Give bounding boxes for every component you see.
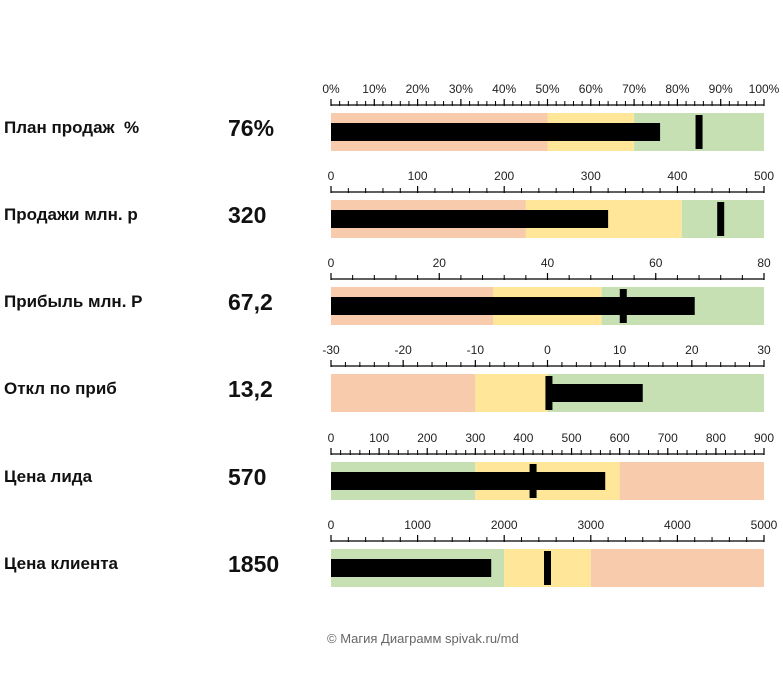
tick-label: 400 bbox=[513, 431, 533, 445]
tick-label: 20% bbox=[406, 82, 430, 96]
tick-label: 20 bbox=[685, 343, 699, 357]
tick-label: 1000 bbox=[404, 518, 431, 532]
tick-label: 60% bbox=[579, 82, 603, 96]
tick-label: 0 bbox=[328, 256, 335, 270]
tick-label: 40 bbox=[541, 256, 555, 270]
row-label: Откл по приб bbox=[4, 379, 117, 398]
value-bar bbox=[331, 123, 661, 141]
tick-label: 500 bbox=[562, 431, 582, 445]
row-label: Цена клиента bbox=[4, 554, 118, 573]
band-rect bbox=[475, 374, 548, 412]
tick-label: -30 bbox=[322, 343, 340, 357]
tick-label: 400 bbox=[667, 169, 687, 183]
tick-label: 500 bbox=[754, 169, 774, 183]
row-value: 1850 bbox=[228, 551, 280, 577]
target-marker bbox=[545, 376, 553, 410]
footer-credit: © Магия Диаграмм spivak.ru/md bbox=[327, 631, 519, 646]
value-bar bbox=[331, 210, 609, 228]
value-bar bbox=[331, 297, 695, 315]
target-marker bbox=[529, 464, 537, 498]
tick-label: 50% bbox=[535, 82, 559, 96]
tick-label: 20 bbox=[433, 256, 447, 270]
tick-label: 900 bbox=[754, 431, 774, 445]
tick-label: 30 bbox=[757, 343, 771, 357]
tick-label: -10 bbox=[467, 343, 485, 357]
tick-label: 0 bbox=[328, 431, 335, 445]
tick-label: 300 bbox=[465, 431, 485, 445]
tick-label: 40% bbox=[492, 82, 516, 96]
target-marker bbox=[619, 289, 627, 323]
value-bar bbox=[331, 559, 492, 577]
tick-label: 0 bbox=[328, 518, 335, 532]
value-bar bbox=[331, 472, 606, 490]
row-label: Продажи млн. р bbox=[4, 205, 138, 224]
band-rect bbox=[590, 549, 764, 587]
tick-label: 200 bbox=[417, 431, 437, 445]
tick-label: 4000 bbox=[664, 518, 691, 532]
tick-label: 0% bbox=[322, 82, 340, 96]
band-rect bbox=[331, 374, 476, 412]
tick-label: 700 bbox=[658, 431, 678, 445]
tick-label: 0 bbox=[544, 343, 551, 357]
tick-label: 800 bbox=[706, 431, 726, 445]
tick-label: 5000 bbox=[751, 518, 778, 532]
row-value: 76% bbox=[228, 115, 275, 141]
row-value: 570 bbox=[228, 464, 267, 490]
row-value: 67,2 bbox=[228, 289, 273, 315]
row-value: 320 bbox=[228, 202, 267, 228]
row-label: План продаж % bbox=[4, 118, 140, 137]
tick-label: 30% bbox=[449, 82, 473, 96]
tick-label: 300 bbox=[581, 169, 601, 183]
tick-label: 100% bbox=[749, 82, 780, 96]
row-label: Цена лида bbox=[4, 467, 93, 486]
tick-label: 600 bbox=[610, 431, 630, 445]
row-label: Прибыль млн. Р bbox=[4, 292, 143, 311]
target-marker bbox=[717, 202, 725, 236]
tick-label: 100 bbox=[369, 431, 389, 445]
tick-label: 0 bbox=[328, 169, 335, 183]
tick-label: 80 bbox=[757, 256, 771, 270]
tick-label: 60 bbox=[649, 256, 663, 270]
value-bar bbox=[547, 384, 643, 402]
tick-label: 2000 bbox=[491, 518, 518, 532]
target-marker bbox=[544, 551, 551, 585]
tick-label: 3000 bbox=[577, 518, 604, 532]
target-marker bbox=[695, 115, 703, 149]
tick-label: 100 bbox=[408, 169, 428, 183]
row-value: 13,2 bbox=[228, 376, 273, 402]
tick-label: 10 bbox=[613, 343, 627, 357]
band-rect bbox=[619, 462, 764, 500]
tick-label: 200 bbox=[494, 169, 514, 183]
tick-label: 90% bbox=[709, 82, 733, 96]
tick-label: -20 bbox=[394, 343, 412, 357]
tick-label: 10% bbox=[362, 82, 386, 96]
tick-label: 70% bbox=[622, 82, 646, 96]
tick-label: 80% bbox=[665, 82, 689, 96]
